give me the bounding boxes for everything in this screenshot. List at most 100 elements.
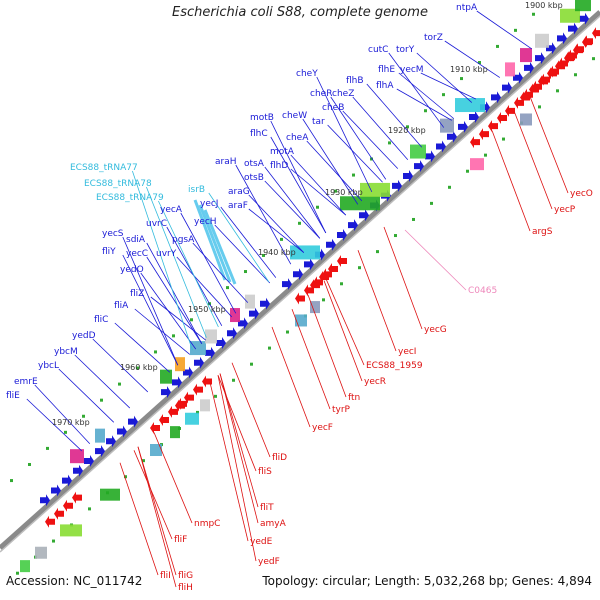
forward-gene-label: cheR <box>310 89 332 99</box>
forward-cds-arrow <box>51 484 61 497</box>
reverse-leader <box>513 110 553 210</box>
reverse-gene-label: yecI <box>398 347 416 357</box>
forward-cds-arrow <box>392 179 402 192</box>
forward-gene-label: yecJ <box>200 199 218 209</box>
forward-leader <box>180 212 237 314</box>
reverse-gene-label: fliH <box>178 583 193 593</box>
reverse-gene-label: ftn <box>348 393 360 403</box>
map-title: Escherichia coli S88, complete genome <box>172 5 428 20</box>
reverse-gene-label: fliI <box>160 571 171 581</box>
gc-dot <box>502 137 505 141</box>
feature-track <box>20 0 600 573</box>
gc-dot <box>340 282 343 286</box>
forward-leader <box>214 224 271 284</box>
gc-dot <box>118 382 121 386</box>
forward-gene-label: cutC <box>368 45 388 55</box>
forward-cds-arrow <box>304 258 314 271</box>
reverse-cds-arrow <box>202 375 212 388</box>
reverse-cds-arrow <box>540 73 550 86</box>
gc-dot <box>88 507 91 511</box>
forward-cds-arrow <box>205 346 215 359</box>
forward-gene-label: flhD <box>270 161 288 171</box>
reverse-cds-arrow <box>304 284 314 297</box>
forward-gene-label: ybcL <box>38 361 59 371</box>
forward-cds-arrow <box>73 464 83 477</box>
reverse-gene-label: yecR <box>364 377 386 387</box>
reverse-cds-arrow <box>184 391 194 404</box>
reverse-cds-arrow <box>168 405 178 418</box>
forward-leader <box>264 180 321 239</box>
gc-dot <box>172 334 175 338</box>
gc-dot <box>136 366 139 370</box>
forward-gene-label: cheB <box>322 103 344 113</box>
forward-leader <box>316 76 373 193</box>
reverse-leader <box>383 226 423 330</box>
trna-feature <box>193 199 227 281</box>
reverse-cds-arrow <box>565 51 575 64</box>
reverse-cds-arrow <box>520 91 530 104</box>
reverse-cds-arrow <box>470 136 480 149</box>
gc-dot <box>424 109 427 113</box>
forward-gene-label: fliY <box>102 247 116 257</box>
forward-gene-label: torZ <box>424 33 443 43</box>
forward-gene-label: flhE <box>378 65 395 75</box>
forward-cds-arrow <box>436 140 446 153</box>
gc-dot <box>28 462 31 466</box>
rna-gene-label: isrB <box>188 185 205 195</box>
forward-gene-label: cheW <box>282 111 307 121</box>
reverse-gene-label: yedE <box>250 537 273 547</box>
gc-dot <box>244 270 247 274</box>
forward-leader <box>176 256 233 318</box>
forward-gene-label: motA <box>270 147 295 157</box>
reverse-leader <box>357 250 397 352</box>
cog-block <box>20 560 30 573</box>
gc-dot <box>460 77 463 81</box>
cog-block <box>360 182 390 197</box>
reverse-gene-label: ECS88_1959 <box>366 361 423 371</box>
forward-gene-label: tar <box>312 117 325 127</box>
forward-leader <box>122 236 179 366</box>
gc-dot <box>196 410 199 414</box>
forward-leader <box>342 110 399 169</box>
forward-gene-label: flhC <box>250 129 268 139</box>
forward-cds-arrow <box>227 327 237 340</box>
cog-block <box>150 444 162 457</box>
forward-cds-arrow <box>172 376 182 389</box>
forward-cds-arrow <box>183 366 193 379</box>
cog-block <box>535 33 549 48</box>
gc-dot <box>334 189 337 193</box>
reverse-gene-label: yecO <box>570 189 593 199</box>
reverse-cds-arrow <box>488 120 498 133</box>
gc-dot <box>412 217 415 221</box>
forward-leader <box>388 52 445 128</box>
forward-gene-label: flhB <box>346 76 364 86</box>
forward-leader <box>302 118 359 205</box>
reverse-leader <box>219 373 259 508</box>
forward-leader <box>290 168 347 216</box>
forward-gene-label: sdiA <box>126 235 146 245</box>
cog-block <box>310 301 320 314</box>
gc-dot <box>190 318 193 322</box>
forward-gene-label: ybcM <box>54 347 78 357</box>
forward-cds-arrow <box>535 52 545 65</box>
reverse-cds-arrow <box>592 27 600 40</box>
forward-cds-arrow <box>40 494 50 507</box>
gc-dot <box>16 571 19 575</box>
forward-leader <box>235 164 292 265</box>
reverse-cds-arrow <box>328 262 338 275</box>
forward-gene-label: ntpA <box>456 3 478 13</box>
forward-gene-label: araF <box>228 201 248 211</box>
gc-dot <box>124 475 127 479</box>
forward-gene-label: otsB <box>244 173 264 183</box>
gc-dot <box>574 73 577 77</box>
forward-gene-label: fliE <box>6 391 20 401</box>
forward-gene-label: uvrY <box>156 249 177 259</box>
forward-leader <box>92 338 149 393</box>
gc-dot <box>556 89 559 93</box>
forward-gene-label: pgsA <box>172 235 195 245</box>
rna-gene-label: ECS88_tRNA77 <box>70 163 138 173</box>
gc-dot <box>430 201 433 205</box>
reverse-leader <box>491 130 531 232</box>
cog-block <box>340 196 380 211</box>
forward-cds-arrow <box>161 386 171 399</box>
